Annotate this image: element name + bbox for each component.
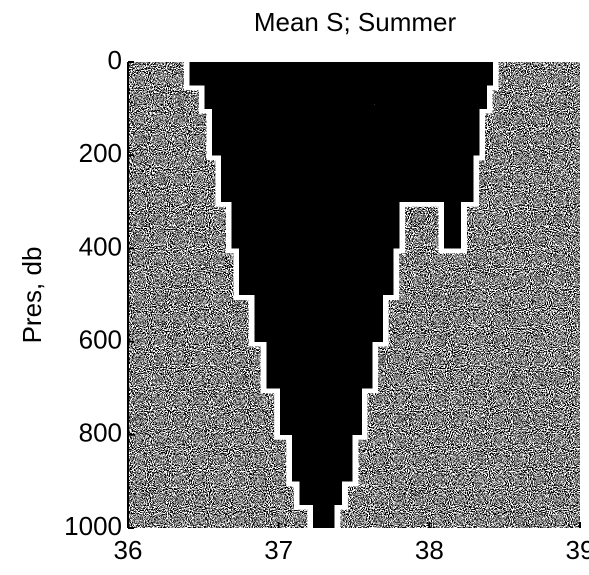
salinity-band [313, 504, 335, 528]
salinity-band [266, 341, 373, 389]
x-tick-label: 39 [566, 535, 589, 565]
x-tick-label: 37 [264, 535, 293, 565]
y-axis-label: Pres, db [17, 247, 47, 344]
chart-title: Mean S; Summer [254, 7, 457, 37]
salinity-band [204, 85, 487, 109]
salinity-band [299, 481, 342, 505]
salinity-band [221, 155, 474, 202]
salinity-band [212, 108, 480, 156]
x-tick-label: 38 [415, 535, 444, 565]
salinity-band [444, 201, 461, 249]
salinity-band [292, 434, 353, 482]
salinity-band [239, 248, 394, 295]
y-tick-label: 200 [79, 138, 122, 168]
salinity-band [189, 62, 493, 86]
x-tick-label: 36 [114, 535, 143, 565]
y-tick-label: 0 [108, 45, 122, 75]
y-tick-label: 800 [79, 418, 122, 448]
salinity-band [231, 201, 400, 249]
y-tick-label: 1000 [64, 511, 122, 541]
salinity-band [280, 388, 362, 435]
salinity-band [254, 295, 383, 342]
y-tick-label: 400 [79, 231, 122, 261]
y-tick-label: 600 [79, 324, 122, 354]
